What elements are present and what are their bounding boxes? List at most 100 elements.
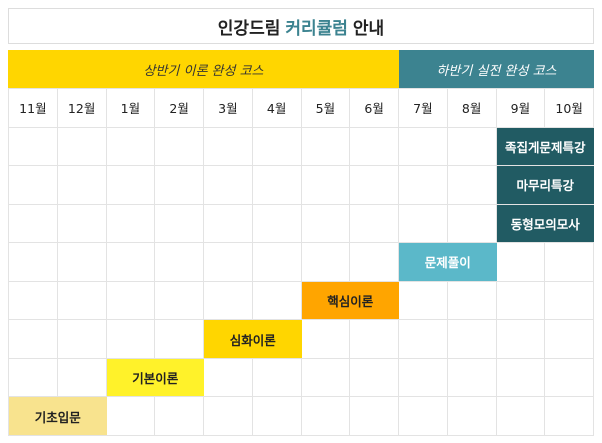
month-header: 1월	[106, 89, 156, 128]
title-suffix: 안내	[352, 18, 385, 39]
grid-cell	[350, 204, 399, 244]
course-block: 동형모의모사	[496, 204, 594, 244]
grid-cell	[496, 281, 546, 321]
grid-cell	[106, 166, 156, 205]
month-header: 8월	[447, 89, 497, 128]
grid-cell	[106, 127, 156, 167]
grid-cell	[9, 204, 58, 244]
course-block: 심화이론	[204, 320, 302, 359]
grid-cell	[204, 281, 253, 321]
grid-cell	[155, 281, 204, 321]
grid-cell	[9, 243, 58, 282]
grid-cell	[545, 397, 594, 436]
grid-cell	[57, 243, 107, 282]
grid-cell	[57, 204, 107, 244]
month-header: 10월	[545, 89, 594, 128]
grid-cell	[447, 358, 497, 398]
grid-cell	[496, 397, 546, 436]
grid-cell	[447, 127, 497, 167]
course-block: 마무리특강	[496, 166, 594, 205]
grid-cell	[301, 243, 351, 282]
course-block: 기본이론	[106, 358, 204, 398]
grid-cell	[252, 204, 302, 244]
grid-cell	[252, 243, 302, 282]
grid-cell	[399, 358, 448, 398]
month-header: 2월	[155, 89, 204, 128]
grid-cell	[252, 281, 302, 321]
grid-cell	[9, 358, 58, 398]
course-block: 문제풀이	[399, 243, 497, 282]
first-half-course-banner: 상반기 이론 완성 코스	[8, 50, 399, 88]
grid-cell	[252, 166, 302, 205]
course-block: 핵심이론	[301, 281, 399, 321]
grid-cell	[57, 127, 107, 167]
grid-cell	[496, 358, 546, 398]
grid-cell	[350, 358, 399, 398]
grid-cell	[9, 166, 58, 205]
grid-cell	[350, 320, 399, 359]
grid-cell	[447, 204, 497, 244]
grid-cell	[9, 281, 58, 321]
month-header: 11월	[9, 89, 58, 128]
grid-cell	[155, 127, 204, 167]
grid-cell	[57, 358, 107, 398]
grid-cell	[252, 397, 302, 436]
grid-cell	[350, 243, 399, 282]
grid-cell	[301, 204, 351, 244]
grid-cell	[155, 397, 204, 436]
grid-cell	[545, 243, 594, 282]
title-highlight: 커리큘럼	[285, 18, 348, 39]
grid-cell	[545, 358, 594, 398]
month-header: 5월	[301, 89, 351, 128]
grid-cell	[496, 243, 546, 282]
grid-cell	[496, 320, 546, 359]
month-header: 4월	[252, 89, 302, 128]
grid-cell	[301, 320, 351, 359]
grid-cell	[106, 397, 156, 436]
grid-cell	[9, 127, 58, 167]
grid-cell	[447, 320, 497, 359]
grid-cell	[204, 127, 253, 167]
grid-cell	[350, 397, 399, 436]
grid-cell	[204, 166, 253, 205]
month-header: 3월	[204, 89, 253, 128]
curriculum-grid: 11월 12월 1월 2월 3월 4월 5월 6월 7월 8월 9월 10월 족집게문제특강 마무리특강 동…	[8, 88, 594, 436]
grid-cell	[399, 281, 448, 321]
grid-cell	[204, 243, 253, 282]
grid-cell	[57, 166, 107, 205]
grid-cell	[545, 320, 594, 359]
grid-cell	[155, 320, 204, 359]
grid-cell	[301, 397, 351, 436]
grid-cell	[155, 243, 204, 282]
grid-cell	[399, 397, 448, 436]
grid-cell	[447, 281, 497, 321]
grid-cell	[204, 204, 253, 244]
grid-cell	[204, 397, 253, 436]
grid-cell	[252, 358, 302, 398]
second-half-course-banner: 하반기 실전 완성 코스	[399, 50, 594, 88]
grid-cell	[204, 358, 253, 398]
course-block: 기초입문	[9, 397, 107, 436]
grid-cell	[106, 281, 156, 321]
grid-cell	[399, 320, 448, 359]
month-header: 9월	[496, 89, 546, 128]
grid-cell	[155, 166, 204, 205]
grid-cell	[447, 397, 497, 436]
grid-cell	[545, 281, 594, 321]
month-header: 6월	[350, 89, 399, 128]
grid-cell	[399, 166, 448, 205]
grid-cell	[57, 281, 107, 321]
course-block: 족집게문제특강	[496, 127, 594, 167]
grid-cell	[350, 127, 399, 167]
grid-cell	[106, 243, 156, 282]
grid-cell	[9, 320, 58, 359]
grid-cell	[301, 127, 351, 167]
grid-cell	[106, 204, 156, 244]
title-prefix: 인강드림	[217, 18, 281, 39]
grid-cell	[155, 204, 204, 244]
month-header: 7월	[399, 89, 448, 128]
grid-cell	[399, 127, 448, 167]
grid-cell	[106, 320, 156, 359]
page-title: 인강드림 커리큘럼 안내	[8, 8, 594, 44]
grid-cell	[301, 358, 351, 398]
